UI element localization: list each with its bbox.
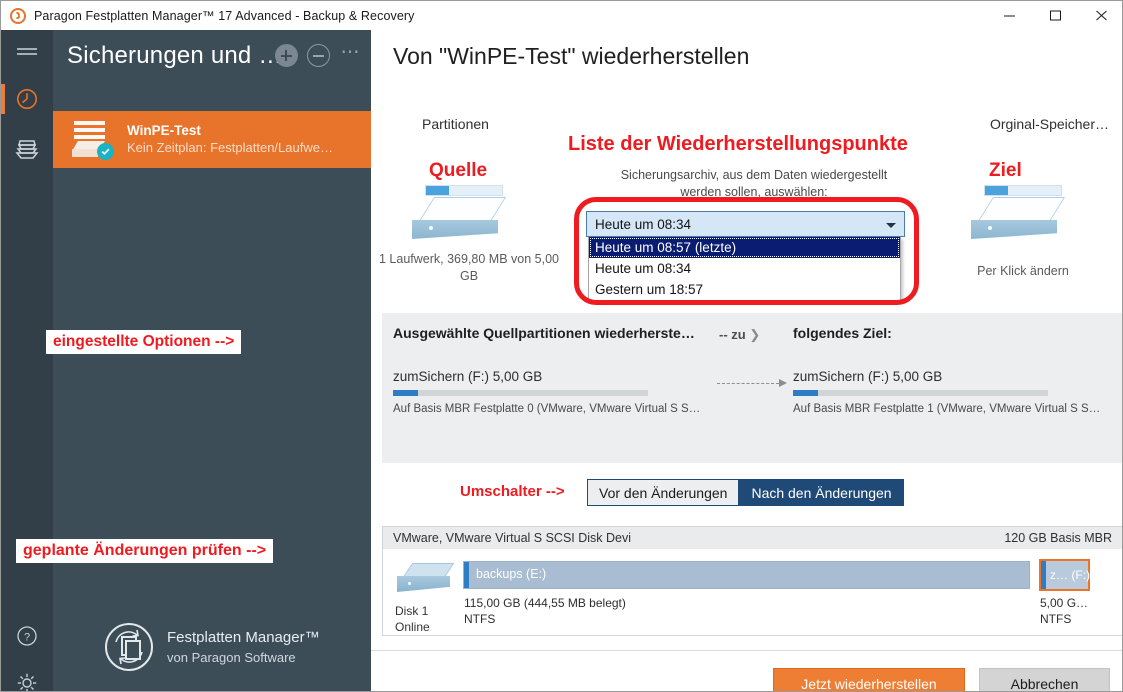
summary-source-usage-bar [393, 390, 648, 396]
brand-line-1: Festplatten Manager™ [167, 629, 320, 646]
disk-map-header: VMware, VMware Virtual S SCSI Disk Devi … [383, 527, 1122, 549]
tab-after-changes[interactable]: Nach den Änderungen [739, 479, 904, 506]
brand-line-2: von Paragon Software [167, 650, 296, 665]
close-icon[interactable] [1078, 1, 1122, 30]
check-badge-icon [97, 142, 114, 160]
disk-map-body: Disk 1 Online backups (E:) 115,00 GB (44… [383, 549, 1122, 635]
page-title: Von "WinPE-Test" wiederherstellen [393, 43, 750, 69]
partition-name: backups (E:) [476, 567, 547, 581]
summary-source-detail: Auf Basis MBR Festplatte 0 (VMware, VMwa… [393, 403, 701, 415]
annotation-restore-points: Liste der Wiederherstellungspunkte [568, 133, 908, 155]
disk-map-capacity: 120 GB Basis MBR [1004, 531, 1112, 545]
ellipsis-icon[interactable]: ⋯ [340, 41, 361, 63]
partition-name: z… (F:) [1050, 568, 1090, 582]
disk-map-disk-label: Disk 1 Online [395, 603, 430, 635]
partition-size: 5,00 G… [1040, 596, 1089, 610]
summary-header-middle: -- zu ❯ [719, 327, 760, 343]
paragon-disk-manager-logo-icon [105, 623, 153, 671]
maximize-icon[interactable] [1032, 1, 1078, 30]
footer-divider [371, 650, 1122, 651]
gear-icon[interactable] [1, 660, 53, 691]
window-controls [986, 1, 1122, 30]
sidebar-header: Sicherungen und … ⋯ [53, 30, 371, 82]
dropdown-selected-text: Heute um 08:34 [595, 216, 692, 232]
brand-footer: Festplatten Manager™ von Paragon Softwar… [105, 623, 320, 671]
summary-target-detail: Auf Basis MBR Festplatte 1 (VMware, VMwa… [793, 403, 1101, 415]
original-storage-label: Orginal-Speicher… [989, 116, 1109, 132]
annotation-toggle: Umschalter --> [460, 483, 565, 500]
archive-hint-text: Sicherungsarchiv, aus dem Daten wiederge… [620, 168, 888, 199]
restore-point-dropdown-list: Heute um 08:57 (letzte) Heute um 08:34 G… [588, 237, 901, 301]
restore-now-button[interactable]: Jetzt wiederherstellen [773, 668, 965, 691]
minimize-icon[interactable] [986, 1, 1032, 30]
summary-target-title: zumSichern (F:) 5,00 GB [793, 369, 943, 384]
disk-3d-icon [397, 563, 459, 597]
disk-status: Online [395, 620, 430, 634]
dashed-arrow-right-icon [717, 379, 787, 387]
summary-header-middle-text: -- zu [719, 327, 746, 342]
partition-block-backups[interactable]: backups (E:) [463, 561, 1030, 589]
sidebar-header-actions: ⋯ [274, 41, 366, 67]
window-title: Paragon Festplatten Manager™ 17 Advanced… [34, 8, 415, 23]
restore-point-dropdown-value[interactable]: Heute um 08:34 [586, 211, 905, 237]
dropdown-option[interactable]: Heute um 08:57 (letzte) [589, 237, 900, 258]
summary-header-target: folgendes Ziel: [793, 325, 892, 341]
dropdown-option[interactable]: Gestern um 18:57 [595, 282, 704, 297]
cancel-button[interactable]: Abbrechen [979, 668, 1110, 691]
annotation-changes: geplante Änderungen prüfen --> [16, 539, 274, 563]
main-content: Von "WinPE-Test" wiederherstellen Partit… [371, 30, 1122, 691]
title-bar: Paragon Festplatten Manager™ 17 Advanced… [1, 1, 1122, 30]
sidebar-item-winpe-test[interactable]: WinPE-Test Kein Zeitplan: Festplatten/La… [53, 111, 371, 168]
summary-target-usage-bar [793, 390, 1048, 396]
backup-archive-icon [68, 120, 116, 160]
disk-stack-icon[interactable] [1, 126, 53, 172]
partitions-label: Partitionen [422, 116, 489, 132]
history-clock-icon[interactable] [1, 76, 53, 122]
target-disk-caption: Per Klick ändern [977, 264, 1069, 278]
source-disk-caption: 1 Laufwerk, 369,80 MB von 5,00 GB [379, 252, 559, 283]
sidebar-item-title: WinPE-Test [127, 123, 201, 138]
chevron-down-icon[interactable] [886, 223, 896, 228]
dropdown-option[interactable]: Heute um 08:34 [595, 261, 692, 276]
help-question-icon[interactable]: ? [1, 613, 53, 659]
annotation-target: Ziel [989, 160, 1022, 181]
disk-map-device-name: VMware, VMware Virtual S SCSI Disk Devi [393, 531, 632, 545]
annotation-source: Quelle [429, 160, 488, 181]
svg-text:?: ? [24, 632, 30, 644]
partition-fs: NTFS [1040, 612, 1072, 626]
summary-source-title: zumSichern (F:) 5,00 GB [393, 369, 543, 384]
disk-number: Disk 1 [395, 604, 429, 618]
partition-info-zumsichern: 5,00 G… NTFS [1040, 595, 1088, 627]
partition-info-backups: 115,00 GB (444,55 MB belegt) NTFS [464, 595, 626, 627]
summary-target-column: zumSichern (F:) 5,00 GB Auf Basis MBR Fe… [793, 369, 1101, 415]
plus-circle-icon[interactable] [274, 44, 298, 67]
partition-block-zumsichern[interactable]: z… (F:) [1039, 559, 1090, 591]
paragon-logo-icon [10, 7, 26, 24]
sidebar-title: Sicherungen und … [67, 42, 283, 69]
partition-size: 115,00 GB (444,55 MB belegt) [464, 596, 626, 610]
sidebar-item-subtitle: Kein Zeitplan: Festplatten/Laufwe… [127, 140, 333, 155]
partition-fs: NTFS [464, 612, 496, 626]
disk-map: VMware, VMware Virtual S SCSI Disk Devi … [382, 526, 1122, 636]
tab-before-changes[interactable]: Vor den Änderungen [587, 479, 740, 506]
annotation-options: eingestellte Optionen --> [46, 330, 242, 354]
summary-header-source: Ausgewählte Quellpartitionen wiederherst… [393, 325, 695, 341]
left-rail: ? [1, 30, 53, 691]
sidebar-panel: Sicherungen und … ⋯ [53, 30, 371, 691]
chevron-right-icon: ❯ [749, 327, 761, 342]
changes-view-toggle: Vor den Änderungen Nach den Änderungen [587, 479, 904, 506]
restore-summary-panel: Ausgewählte Quellpartitionen wiederherst… [382, 313, 1122, 463]
summary-source-column: zumSichern (F:) 5,00 GB Auf Basis MBR Fe… [393, 369, 701, 415]
minus-circle-icon[interactable] [306, 44, 330, 67]
hamburger-menu-icon[interactable] [1, 30, 53, 76]
restore-point-dropdown[interactable]: Heute um 08:34 Heute um 08:57 (letzte) H… [586, 211, 905, 301]
